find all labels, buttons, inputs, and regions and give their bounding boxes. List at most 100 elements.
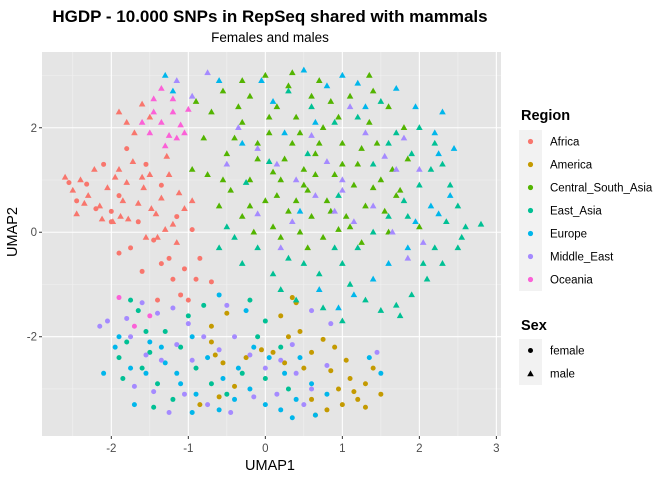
- point-central-south-asia-male: [200, 134, 208, 141]
- point-central-south-asia-male: [281, 155, 288, 162]
- point-america-female: [328, 368, 334, 374]
- point-middle-east-female: [301, 402, 307, 408]
- legend-region-swatch: [527, 253, 534, 260]
- point-africa-male: [169, 220, 177, 227]
- point-africa-male: [163, 152, 171, 159]
- point-europe-female: [162, 360, 168, 366]
- point-africa-female: [189, 227, 195, 233]
- point-east-asia-male: [304, 150, 312, 157]
- point-europe-male: [281, 129, 288, 136]
- point-europe-male: [258, 77, 265, 83]
- point-america-female: [332, 344, 338, 350]
- point-middle-east-male: [416, 165, 423, 172]
- point-east-asia-male: [346, 280, 354, 287]
- point-europe-female: [205, 355, 211, 361]
- point-central-south-asia-male: [277, 233, 285, 240]
- point-middle-east-male: [350, 218, 358, 225]
- point-middle-east-female: [124, 315, 130, 321]
- point-middle-east-male: [323, 158, 331, 164]
- point-central-south-asia-male: [304, 244, 312, 251]
- point-east-asia-male: [319, 304, 327, 311]
- point-america-female: [243, 355, 249, 361]
- point-africa-male: [146, 171, 154, 178]
- point-oceania-male: [169, 95, 177, 102]
- point-central-south-asia-male: [365, 118, 373, 125]
- data-points: [61, 66, 485, 421]
- point-america-female: [297, 329, 303, 335]
- legend-region: Region Africa America Central_South_Asia Ea…: [519, 108, 653, 291]
- point-africa-male: [98, 215, 106, 222]
- point-europe-female: [297, 355, 303, 361]
- point-middle-east-female: [289, 342, 295, 348]
- point-central-south-asia-male: [250, 228, 258, 235]
- point-central-south-asia-male: [265, 113, 273, 120]
- point-europe-female: [232, 396, 238, 402]
- point-africa-female: [66, 180, 72, 186]
- point-oceania-male: [173, 134, 181, 141]
- point-africa-female: [158, 182, 164, 188]
- point-oceania-male: [177, 121, 184, 128]
- legend-region-label: Central_South_Asia: [550, 183, 653, 195]
- point-middle-east-female: [128, 334, 134, 340]
- point-east-asia-male: [392, 129, 400, 136]
- point-europe-female: [247, 386, 253, 392]
- point-east-asia-male: [385, 139, 392, 146]
- point-east-asia-female: [170, 396, 176, 402]
- point-america-female: [347, 376, 353, 382]
- point-east-asia-male: [369, 228, 377, 235]
- point-central-south-asia-male: [254, 139, 261, 146]
- point-central-south-asia-male: [365, 71, 373, 78]
- point-east-asia-male: [285, 87, 292, 94]
- point-central-south-asia-male: [265, 129, 273, 136]
- point-africa-female: [208, 279, 214, 285]
- point-africa-male: [91, 165, 98, 172]
- point-middle-east-female: [201, 334, 207, 340]
- point-central-south-asia-male: [238, 77, 246, 83]
- point-central-south-asia-male: [235, 103, 242, 110]
- point-central-south-asia-male: [285, 207, 292, 214]
- point-east-asia-female: [255, 334, 261, 340]
- point-africa-male: [69, 186, 77, 193]
- point-europe-male: [431, 129, 439, 136]
- point-africa-female: [108, 208, 114, 214]
- point-middle-east-male: [288, 218, 296, 225]
- point-europe-male: [335, 304, 342, 311]
- point-europe-male: [350, 291, 358, 298]
- point-europe-female: [158, 344, 164, 350]
- point-europe-male: [446, 192, 454, 198]
- point-east-asia-female: [185, 313, 191, 319]
- point-africa-male: [138, 173, 146, 180]
- point-america-female: [212, 352, 218, 358]
- point-africa-female: [166, 255, 172, 261]
- point-america-female: [336, 386, 342, 392]
- point-central-south-asia-male: [273, 192, 281, 198]
- point-middle-east-female: [185, 321, 191, 327]
- point-central-south-asia-male: [319, 124, 327, 130]
- point-europe-female: [278, 407, 284, 413]
- point-europe-male: [404, 244, 412, 251]
- point-east-asia-male: [354, 113, 362, 120]
- point-africa-female: [101, 161, 107, 167]
- point-africa-male: [175, 189, 183, 196]
- point-europe-female: [324, 391, 330, 397]
- point-east-asia-male: [408, 150, 415, 157]
- point-europe-female: [143, 370, 149, 376]
- point-africa-male: [111, 173, 119, 180]
- point-oceania-male: [158, 84, 165, 91]
- point-east-asia-female: [124, 339, 130, 345]
- point-east-asia-male: [354, 244, 362, 251]
- point-africa-female: [139, 268, 145, 274]
- point-central-south-asia-male: [308, 92, 315, 99]
- point-europe-female: [220, 376, 226, 382]
- point-africa-female: [128, 245, 134, 251]
- point-east-asia-female: [285, 386, 291, 392]
- point-europe-male: [215, 77, 223, 83]
- point-america-female: [351, 389, 357, 395]
- point-europe-male: [315, 286, 323, 292]
- point-central-south-asia-male: [400, 124, 408, 130]
- point-middle-east-female: [247, 352, 253, 358]
- point-central-south-asia-male: [377, 176, 385, 183]
- legend-region-title: Region: [521, 108, 570, 124]
- point-america-female: [282, 360, 288, 366]
- point-europe-male: [312, 118, 319, 125]
